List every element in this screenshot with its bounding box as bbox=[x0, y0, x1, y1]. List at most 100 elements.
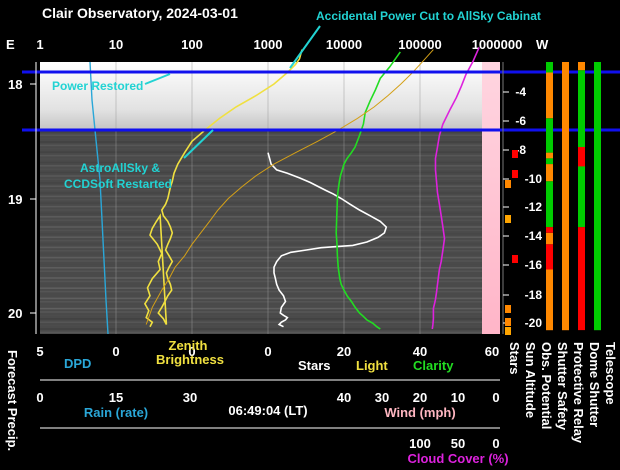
sun-alt-tick--18: -18 bbox=[525, 288, 543, 302]
vertical-labels: Forecast Precip. Stars Sun Altitude Obs.… bbox=[5, 342, 618, 451]
status-obs-potential-segment bbox=[546, 158, 553, 165]
cloud-scale: 100 50 0 Cloud Cover (%) bbox=[407, 436, 508, 466]
status-obs-potential-segment bbox=[546, 181, 553, 228]
sun-altitude-marker bbox=[505, 327, 511, 335]
protective-relay-label: Protective Relay bbox=[571, 342, 586, 444]
light-label: Light bbox=[356, 358, 388, 373]
keogram-streak bbox=[40, 263, 482, 266]
wind-tick-0: 0 bbox=[492, 390, 499, 405]
scale1-tick-0: 5 bbox=[36, 344, 43, 359]
keogram-streak bbox=[40, 212, 482, 215]
cloud-label: Cloud Cover (%) bbox=[407, 451, 508, 466]
power-restored-annotation: Power Restored bbox=[52, 79, 143, 93]
chart-title: Clair Observatory, 2024-03-01 bbox=[42, 5, 238, 21]
status-protective-relay-segment bbox=[578, 227, 585, 331]
sun-alt-tick--10: -10 bbox=[525, 172, 543, 186]
power-cut-pointer bbox=[289, 25, 321, 69]
sun-altitude-marker bbox=[512, 170, 518, 178]
sun-altitude-axis: -4 -6 -8 -10 -12 -14 -16 -18 -20 bbox=[502, 62, 543, 334]
sun-altitude-marker bbox=[512, 150, 518, 158]
grid-lines bbox=[115, 62, 421, 334]
status-protective-relay-segment bbox=[578, 147, 585, 167]
wind-tick-40: 40 bbox=[337, 390, 351, 405]
forecast-precip-label: Forecast Precip. bbox=[5, 350, 20, 451]
keogram-streak bbox=[40, 178, 482, 181]
keogram-streak bbox=[40, 141, 482, 143]
sun-altitude-marker bbox=[505, 318, 511, 326]
sun-altitude-marker bbox=[505, 180, 511, 188]
keogram-streak bbox=[40, 311, 482, 313]
top-axis-east: E bbox=[6, 37, 15, 52]
keogram-streak bbox=[40, 239, 482, 242]
event-markers bbox=[22, 70, 620, 132]
wind-tick-20: 20 bbox=[413, 390, 427, 405]
scale1-tick-2: 0 bbox=[188, 344, 195, 359]
keogram-streak bbox=[40, 185, 482, 187]
status-dome-shutter-segment bbox=[594, 62, 601, 331]
keogram-streak bbox=[40, 304, 482, 306]
rain-tick-0: 0 bbox=[36, 390, 43, 405]
keogram-streak bbox=[40, 250, 482, 252]
sun-altitude-marker bbox=[505, 305, 511, 313]
rain-scale: 0 15 30 Rain (rate) bbox=[36, 390, 197, 420]
status-shutter-safety-segment bbox=[562, 62, 569, 331]
keogram-streak bbox=[40, 267, 482, 269]
keogram-streak bbox=[40, 131, 482, 133]
telescope-label: Telescope bbox=[603, 342, 618, 405]
wind-tick-10: 10 bbox=[451, 390, 465, 405]
keogram-streak bbox=[40, 256, 482, 259]
time-axis: 18 19 20 bbox=[8, 62, 37, 334]
keogram-streak bbox=[40, 243, 482, 245]
sun-altitude-label: Sun Altitude bbox=[523, 342, 538, 418]
keogram-streak bbox=[40, 318, 482, 320]
keogram-streak bbox=[40, 280, 482, 283]
scale1-tick-5: 40 bbox=[413, 344, 427, 359]
keogram-streak bbox=[40, 253, 482, 255]
keogram-streak bbox=[40, 290, 482, 293]
keogram-streak bbox=[40, 222, 482, 225]
time-tick-19: 19 bbox=[8, 192, 22, 207]
keogram-streak bbox=[40, 199, 482, 201]
top-axis: E 1 10 100 1000 10000 100000 1000000 W bbox=[6, 37, 549, 52]
power-cut-annotation: Accidental Power Cut to AllSky Cabinat bbox=[316, 9, 541, 23]
time-tick-18: 18 bbox=[8, 77, 22, 92]
sun-alt-tick--12: -12 bbox=[525, 200, 543, 214]
wind-tick-30: 30 bbox=[375, 390, 389, 405]
keogram-streak bbox=[40, 226, 482, 228]
cloud-tick-50: 50 bbox=[451, 436, 465, 451]
top-tick-1000: 1000 bbox=[254, 37, 283, 52]
series-sun-altitude bbox=[145, 49, 434, 325]
keogram-streak bbox=[40, 324, 482, 327]
keogram-streak bbox=[40, 260, 482, 262]
obs-potential-label: Obs. Potential bbox=[539, 342, 554, 429]
top-tick-1000000: 1000000 bbox=[472, 37, 523, 52]
restart-pointer bbox=[183, 129, 214, 159]
keogram-streak bbox=[40, 202, 482, 204]
clarity-label: Clarity bbox=[413, 358, 454, 373]
top-tick-1: 1 bbox=[36, 37, 43, 52]
dome-shutter-label: Dome Shutter bbox=[587, 342, 602, 427]
series-zenith-brightness bbox=[143, 49, 303, 328]
keogram-streak bbox=[40, 297, 482, 300]
status-obs-potential-segment bbox=[546, 269, 553, 331]
keogram-streak bbox=[40, 307, 482, 310]
status-obs-potential-segment bbox=[546, 118, 553, 153]
local-time: 06:49:04 (LT) bbox=[228, 403, 307, 418]
status-protective-relay-segment bbox=[578, 166, 585, 228]
stars-label: Stars bbox=[298, 358, 331, 373]
keogram-streak bbox=[40, 137, 482, 140]
keogram-streak bbox=[40, 331, 482, 334]
scale1-tick-6: 60 bbox=[485, 344, 499, 359]
allsky-keogram bbox=[40, 62, 500, 334]
bottom-scale-primary: 5 0 0 0 20 40 60 DPD Zenith Brightness S… bbox=[36, 338, 500, 381]
top-tick-100: 100 bbox=[181, 37, 203, 52]
top-axis-west: W bbox=[536, 37, 549, 52]
series-dpd bbox=[89, 61, 109, 335]
data-series bbox=[89, 47, 480, 335]
scale1-tick-4: 20 bbox=[337, 344, 351, 359]
sun-altitude-marker bbox=[512, 255, 518, 263]
cloud-tick-100: 100 bbox=[409, 436, 431, 451]
keogram-streak bbox=[40, 165, 482, 167]
wind-label: Wind (mph) bbox=[384, 405, 455, 420]
